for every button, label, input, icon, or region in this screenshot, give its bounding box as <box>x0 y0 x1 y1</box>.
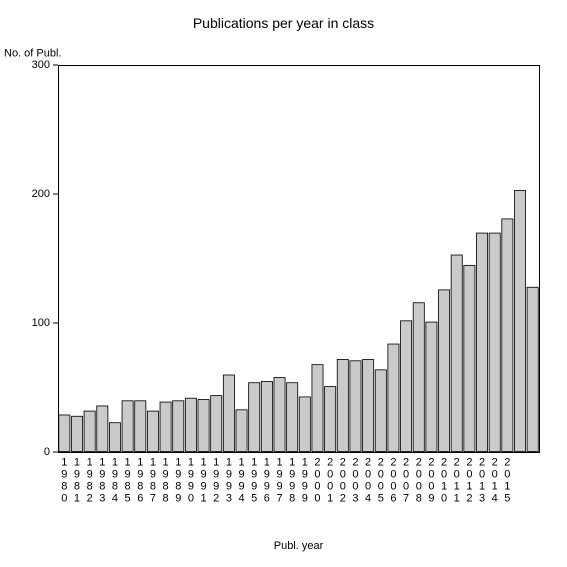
publications-chart <box>0 0 567 567</box>
